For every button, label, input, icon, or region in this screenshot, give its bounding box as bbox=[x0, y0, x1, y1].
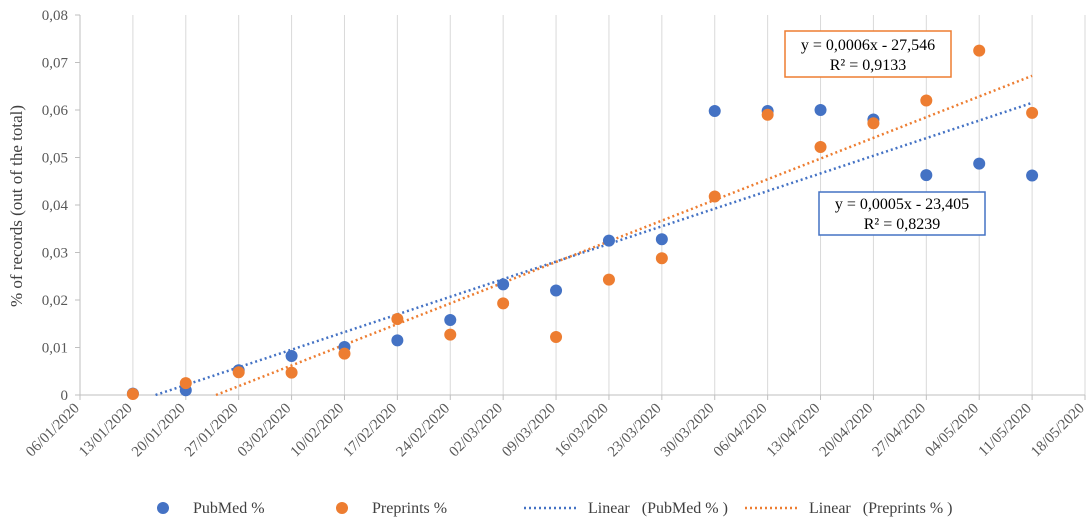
preprints-point-12 bbox=[761, 108, 774, 121]
data-points bbox=[126, 44, 1039, 401]
pubmed-point-13 bbox=[814, 104, 827, 116]
x-tick-label-19: 18/05/2020 bbox=[1028, 401, 1088, 461]
x-tick-label-18: 11/05/2020 bbox=[976, 401, 1035, 460]
y-axis-label: % of records (out of the total) bbox=[7, 105, 26, 307]
pubmed-point-6 bbox=[444, 313, 457, 326]
legend-label-pubmed-trend: Linear (PubMed % ) bbox=[588, 500, 728, 517]
x-tick-label-16: 27/04/2020 bbox=[870, 401, 930, 461]
y-tick-label-0: 0 bbox=[61, 388, 69, 404]
pubmed-point-9 bbox=[602, 234, 615, 247]
preprints-point-4 bbox=[338, 347, 351, 360]
x-tick-label-13: 06/04/2020 bbox=[711, 401, 771, 461]
pubmed-point-5 bbox=[391, 334, 404, 347]
x-tick-label-6: 17/02/2020 bbox=[341, 401, 401, 461]
pubmed-point-10 bbox=[655, 233, 668, 246]
equation-box-preprints: y = 0,0006x - 27,546 R² = 0,9133 bbox=[784, 30, 952, 78]
y-tick-label-7: 0,07 bbox=[42, 56, 69, 72]
x-tick-label-2: 20/01/2020 bbox=[129, 401, 189, 461]
preprints-point-5 bbox=[391, 313, 404, 325]
equation-preprints: y = 0,0006x - 27,546 bbox=[801, 37, 935, 54]
x-tick-label-10: 16/03/2020 bbox=[552, 401, 612, 461]
preprints-point-17 bbox=[1026, 106, 1039, 119]
preprints-point-3 bbox=[285, 366, 298, 379]
pubmed-point-16 bbox=[973, 157, 986, 170]
x-tick-label-1: 13/01/2020 bbox=[76, 401, 136, 461]
y-tick-label-1: 0,01 bbox=[42, 341, 68, 357]
preprints-point-14 bbox=[867, 117, 880, 130]
pubmed-point-17 bbox=[1026, 169, 1039, 182]
pubmed-point-7 bbox=[497, 278, 510, 291]
r2-preprints: R² = 0,9133 bbox=[830, 57, 907, 74]
preprints-point-9 bbox=[602, 273, 615, 286]
y-tick-label-6: 0,06 bbox=[42, 103, 69, 119]
trendlines bbox=[155, 74, 1033, 397]
x-tick-label-11: 23/03/2020 bbox=[605, 401, 665, 461]
preprints-point-8 bbox=[550, 331, 563, 344]
preprints-point-6 bbox=[444, 328, 457, 341]
legend-label-preprints: Preprints % bbox=[372, 500, 447, 517]
x-tick-label-5: 10/02/2020 bbox=[288, 401, 348, 461]
x-tick-label-4: 03/02/2020 bbox=[235, 401, 295, 461]
trendline-1 bbox=[215, 74, 1033, 397]
y-tick-label-2: 0,02 bbox=[42, 293, 68, 309]
x-tick-label-9: 09/03/2020 bbox=[499, 401, 559, 461]
x-tick-label-3: 27/01/2020 bbox=[182, 401, 242, 461]
legend-marker-preprints bbox=[336, 502, 348, 514]
legend-label-pubmed: PubMed % bbox=[193, 500, 265, 517]
preprints-point-10 bbox=[655, 252, 668, 265]
y-tick-label-5: 0,05 bbox=[42, 151, 68, 167]
preprints-point-2 bbox=[232, 366, 245, 379]
r2-pubmed: R² = 0,8239 bbox=[864, 216, 941, 233]
equation-box-pubmed: y = 0,0005x - 23,405 R² = 0,8239 bbox=[818, 191, 986, 236]
equation-pubmed: y = 0,0005x - 23,405 bbox=[835, 196, 969, 213]
pubmed-point-11 bbox=[708, 104, 721, 117]
x-tick-label-14: 13/04/2020 bbox=[764, 401, 824, 461]
preprints-point-1 bbox=[179, 377, 192, 390]
pubmed-point-3 bbox=[285, 350, 298, 363]
axes bbox=[75, 14, 1086, 400]
preprints-point-13 bbox=[814, 141, 827, 154]
legend-label-preprints-trend: Linear (Preprints % ) bbox=[809, 500, 953, 517]
preprints-point-16 bbox=[973, 44, 986, 57]
preprints-point-0 bbox=[126, 388, 139, 401]
x-tick-label-15: 20/04/2020 bbox=[817, 401, 877, 461]
x-tick-label-0: 06/01/2020 bbox=[23, 401, 83, 461]
preprints-point-7 bbox=[497, 297, 510, 310]
legend-marker-pubmed bbox=[157, 502, 169, 514]
preprints-point-11 bbox=[708, 190, 721, 203]
x-tick-label-8: 02/03/2020 bbox=[446, 401, 506, 461]
trendline-0 bbox=[155, 101, 1033, 397]
y-tick-label-8: 0,08 bbox=[42, 8, 68, 24]
y-tick-label-3: 0,03 bbox=[42, 246, 68, 262]
x-tick-label-17: 04/05/2020 bbox=[922, 401, 982, 461]
pubmed-point-8 bbox=[550, 284, 563, 297]
legend: PubMed % Preprints % Linear (PubMed % ) … bbox=[157, 500, 953, 517]
pubmed-point-15 bbox=[920, 169, 933, 182]
y-tick-label-4: 0,04 bbox=[42, 198, 69, 214]
x-tick-label-7: 24/02/2020 bbox=[393, 401, 453, 461]
x-tick-label-12: 30/03/2020 bbox=[658, 401, 718, 461]
preprints-point-15 bbox=[920, 94, 933, 107]
